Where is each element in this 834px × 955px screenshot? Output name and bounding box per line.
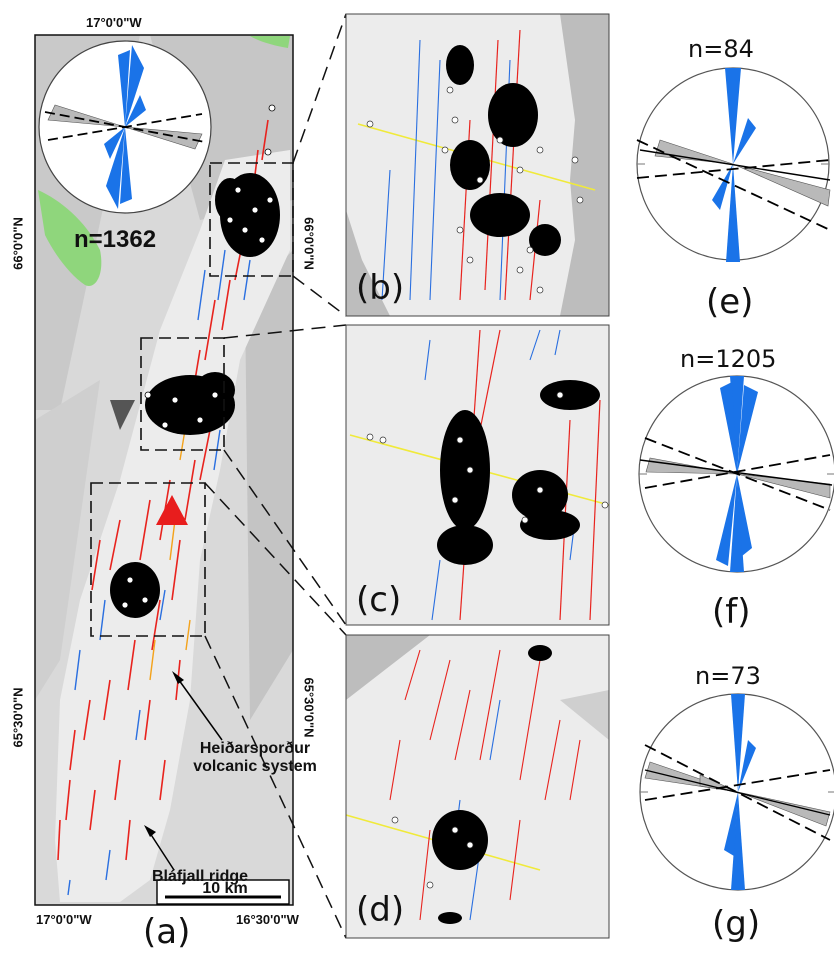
event-markers <box>121 104 276 609</box>
scale-bar <box>156 879 290 905</box>
rose-f-count: n=1205 <box>680 345 777 373</box>
blafjall-annotation: Bláfjall ridge <box>151 868 249 885</box>
fractures-blue <box>67 249 251 896</box>
main-rose-diagram <box>38 40 212 214</box>
green-patch <box>38 190 102 286</box>
rift-zone <box>55 150 290 902</box>
inset-d <box>345 634 610 939</box>
panel-label-e: (e) <box>706 282 754 322</box>
connector-lines <box>204 13 347 939</box>
panel-label-b: (b) <box>356 268 405 308</box>
inset-b <box>345 13 610 317</box>
scale-bar-label: 10 km <box>202 880 248 897</box>
rose-e <box>636 67 831 262</box>
panel-label-c: (c) <box>356 580 402 620</box>
heidarspordur-annotation: Heiðarsporður volcanic system <box>170 740 340 776</box>
panel-label-f: (f) <box>712 592 751 632</box>
annotation-arrows <box>147 675 223 871</box>
fractures-orange <box>149 429 191 681</box>
heidarspordur-line-2: volcanic system <box>193 758 317 775</box>
inset-c <box>345 324 610 626</box>
inset-boxes <box>90 162 294 637</box>
fractures-red <box>57 119 269 861</box>
top-longitude-label: 17°0'0"W <box>86 15 142 30</box>
panel-label-a: (a) <box>143 912 191 952</box>
main-rose-count: n=1362 <box>74 226 157 253</box>
right-latitude-label-2: 65°30'0"N <box>301 677 317 738</box>
panel-label-d: (d) <box>356 890 405 930</box>
panel-label-g: (g) <box>712 904 761 944</box>
left-latitude-label-1: 66°0'0"N <box>10 217 26 270</box>
rose-g-count: n=73 <box>695 662 761 690</box>
bottom-right-longitude-label: 16°30'0"W <box>236 912 299 927</box>
rose-e-count: n=84 <box>688 35 754 63</box>
seismicity-clusters <box>110 173 280 618</box>
bottom-left-longitude-label: 17°0'0"W <box>36 912 92 927</box>
rose-g <box>639 693 834 891</box>
heidarspordur-line-1: Heiðarsporður <box>199 740 311 757</box>
rose-f <box>638 375 834 573</box>
volcano-marker <box>156 495 188 525</box>
right-latitude-label-1: 66°0'0"N <box>301 217 317 270</box>
left-latitude-label-2: 65°30'0"N <box>10 687 26 748</box>
